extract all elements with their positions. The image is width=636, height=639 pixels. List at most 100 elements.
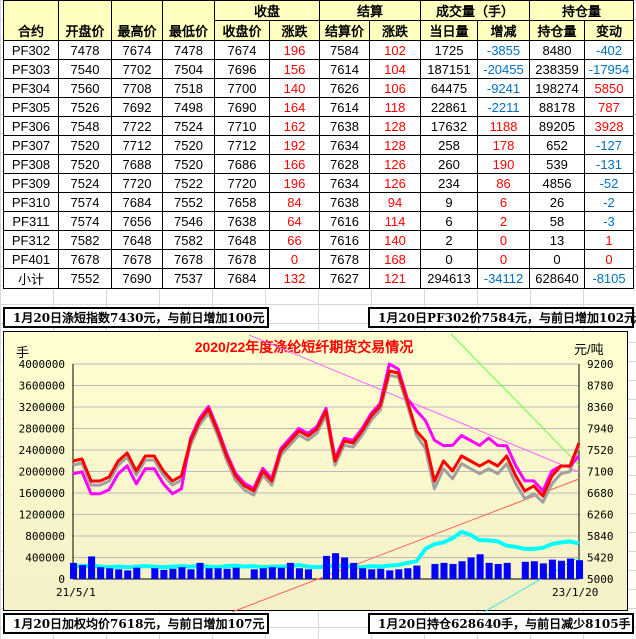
table-cell: 7526 (58, 97, 112, 117)
table-cell: 7498 (162, 97, 215, 117)
table-cell: 126 (369, 173, 421, 193)
table-cell: 9 (420, 192, 478, 212)
volume-bar (79, 565, 87, 579)
table-cell: 539 (529, 154, 585, 174)
caption-weighted-price: 1月20日加权均价7618元，与前日增加107元 (3, 613, 269, 634)
table-cell: 7478 (58, 40, 112, 60)
table-cell: PF304 (3, 78, 59, 98)
table-cell: 4856 (529, 173, 585, 193)
table-cell: 7520 (58, 154, 112, 174)
table-cell: 13 (529, 230, 585, 250)
caption-pf302: 1月20日PF302价7584元，与前日增加102元 (368, 307, 636, 328)
table-cell: 7582 (162, 230, 215, 250)
table-cell: 7720 (111, 173, 163, 193)
table-cell: 106 (369, 78, 421, 98)
table-cell: PF305 (3, 97, 59, 117)
table-cell: 89205 (529, 116, 585, 136)
table-cell: 628640 (529, 268, 585, 289)
table-cell: 7678 (214, 249, 270, 269)
table-cell: -9241 (477, 78, 530, 98)
table-cell: 2 (420, 230, 478, 250)
caption-index: 1月20日涤短指数7430元，与前日增加100元 (3, 307, 269, 328)
volume-bar (88, 556, 96, 579)
col-header: 收盘价 (214, 20, 270, 41)
volume-bar (386, 570, 394, 579)
table-cell: 234 (420, 173, 478, 193)
left-tick-label: 2400000 (19, 444, 65, 457)
table-cell: 0 (529, 249, 585, 269)
left-tick-label: 3600000 (19, 380, 65, 393)
table-cell: 7574 (58, 211, 112, 231)
chart-title: 2020/22年度涤纶短纤期货交易情况 (195, 339, 414, 355)
table-cell: -52 (584, 173, 634, 193)
table-cell: 7686 (214, 154, 270, 174)
volume-bar (295, 568, 303, 579)
table-cell: 156 (269, 59, 320, 79)
table-cell: -20455 (477, 59, 530, 79)
volume-bar (277, 567, 285, 579)
table-cell: 7638 (214, 211, 270, 231)
table-cell: 7700 (214, 78, 270, 98)
table-cell: -402 (584, 40, 634, 60)
table-cell: 178 (477, 135, 530, 155)
table-cell: 7638 (319, 116, 370, 136)
table-row: PF306 7548 7722 7524 7710 162 7638 128 17632 1188… (3, 116, 634, 136)
volume-bar (214, 568, 222, 579)
volume-bar (205, 568, 213, 579)
left-tick-label: 1600000 (19, 487, 65, 500)
series-line-1 (72, 362, 581, 496)
table-cell: 7634 (319, 173, 370, 193)
table-cell: -2211 (477, 97, 530, 117)
volume-bar (377, 568, 385, 579)
volume-bar (548, 559, 556, 579)
volume-bar (440, 562, 448, 579)
volume-bar (557, 560, 565, 579)
table-cell: 7658 (214, 192, 270, 212)
table-cell: 58 (529, 211, 585, 231)
table-cell: 196 (269, 173, 320, 193)
table-cell: 7628 (319, 154, 370, 174)
table-cell: 7614 (319, 97, 370, 117)
table-cell: 128 (369, 135, 421, 155)
volume-bar (476, 554, 484, 579)
table-cell: 7720 (214, 173, 270, 193)
volume-bar (485, 562, 493, 579)
table-cell: 140 (269, 78, 320, 98)
volume-bar (359, 568, 367, 579)
table-row: PF401 7678 7678 7678 7678 0 7678 168 0 0 0 0 (3, 249, 634, 269)
right-tick-label: 6260 (587, 509, 614, 522)
right-tick-label: 5840 (587, 530, 614, 543)
table-cell: -3 (584, 211, 634, 231)
table-cell: 7478 (162, 40, 215, 60)
table-cell: 0 (269, 249, 320, 269)
table-row: PF303 7540 7702 7504 7696 156 7614 104 187151 -20… (3, 59, 634, 79)
table-cell: 7546 (162, 211, 215, 231)
left-tick-label: 2000000 (19, 466, 65, 479)
futures-quote-table: 合约 开盘价 最高价 最低价 收盘 结算 成交量（手） 持仓量 收盘价 涨跌 结… (3, 0, 634, 289)
table-cell: 7722 (111, 116, 163, 136)
table-cell: 7678 (58, 249, 112, 269)
group-header-settle: 结算 (319, 0, 421, 21)
volume-bar (169, 568, 177, 579)
table-cell: 7616 (319, 230, 370, 250)
table-cell: 7552 (162, 192, 215, 212)
col-header: 当日量 (420, 20, 478, 41)
volume-bar (566, 558, 574, 579)
table-cell: 168 (369, 249, 421, 269)
table-cell: 7696 (214, 59, 270, 79)
table-cell: 88178 (529, 97, 585, 117)
table-cell: 787 (584, 97, 634, 117)
table-cell: 17632 (420, 116, 478, 136)
table-cell: 7712 (214, 135, 270, 155)
volume-bar (178, 567, 186, 579)
volume-bar (286, 562, 294, 579)
left-tick-label: 400000 (25, 552, 65, 565)
table-row: PF307 7520 7712 7520 7712 192 7634 128 258 178 652… (3, 135, 634, 155)
col-header: 涨跌 (369, 20, 421, 41)
table-cell: PF303 (3, 59, 59, 79)
table-cell: 7708 (111, 78, 163, 98)
table-cell: 7616 (319, 211, 370, 231)
table-cell: 126 (369, 154, 421, 174)
table-cell: PF310 (3, 192, 59, 212)
table-cell: 7560 (58, 78, 112, 98)
